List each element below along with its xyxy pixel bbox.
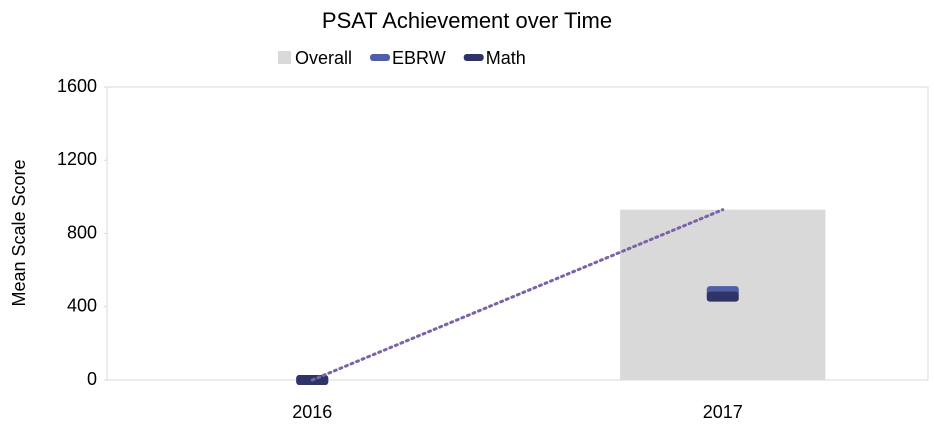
- legend-label: EBRW: [392, 48, 446, 68]
- y-tick-label: 1200: [57, 149, 97, 169]
- x-tick-label: 2016: [292, 402, 332, 422]
- y-tick-label: 1600: [57, 76, 97, 96]
- legend-swatch: [278, 51, 291, 64]
- y-tick-label: 800: [67, 222, 97, 242]
- x-tick-label: 2017: [703, 402, 743, 422]
- legend-label: Overall: [295, 48, 352, 68]
- chart-title: PSAT Achievement over Time: [322, 8, 612, 33]
- legend-swatch: [463, 54, 484, 61]
- trendline: [310, 208, 725, 382]
- marker: [706, 291, 739, 302]
- legend-swatch: [370, 54, 391, 61]
- legend-label: Math: [486, 48, 526, 68]
- y-axis-label: Mean Scale Score: [9, 159, 29, 306]
- y-tick-label: 400: [67, 296, 97, 316]
- y-tick-label: 0: [87, 369, 97, 389]
